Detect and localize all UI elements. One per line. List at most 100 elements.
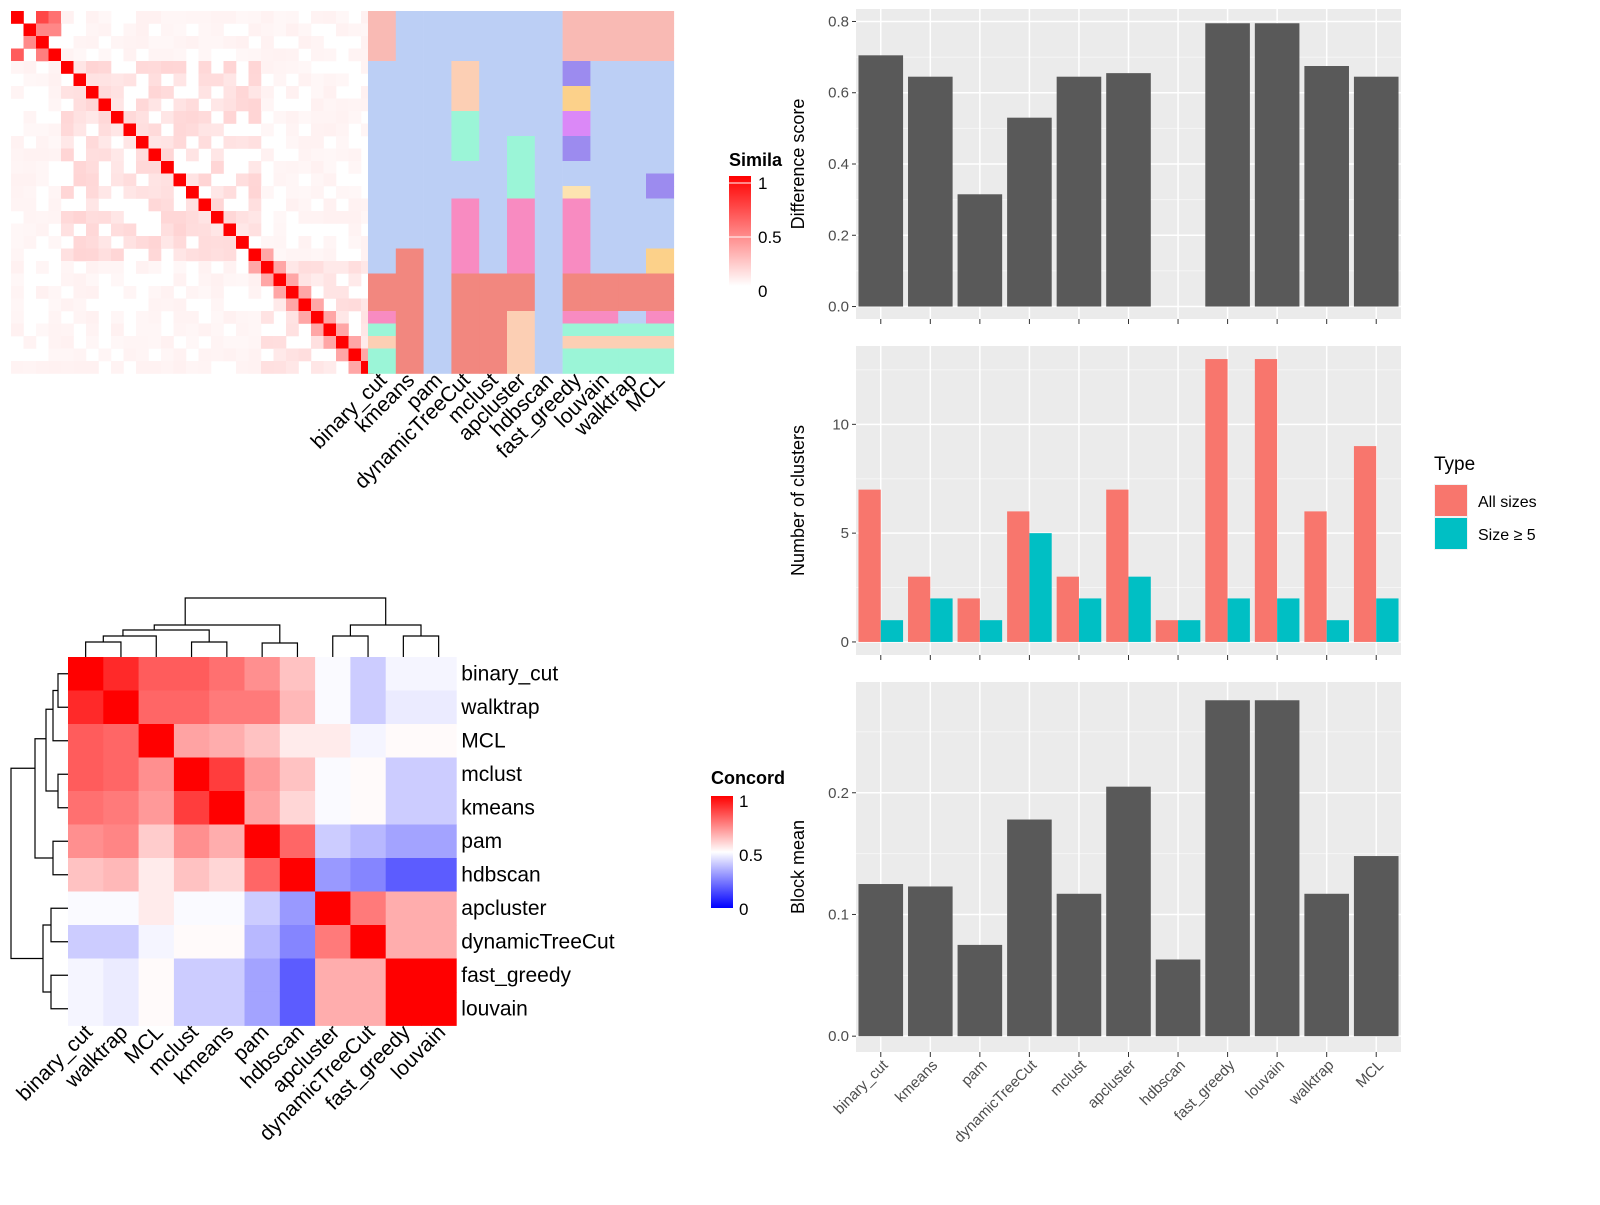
- similarity-cell: [73, 111, 87, 124]
- similarity-cell: [348, 198, 362, 212]
- similarity-heatmap: binary_cutkmeanspamdynamicTreeCutmclusta…: [11, 11, 783, 493]
- concordance-cell: [138, 824, 175, 859]
- similarity-cell: [211, 323, 224, 337]
- concordance-cell: [68, 891, 104, 926]
- assignment-cell: [562, 123, 591, 137]
- block-mean-bar: [1155, 959, 1201, 1037]
- assignment-cell: [534, 148, 563, 162]
- similarity-cell: [98, 48, 112, 62]
- assignment-cell: [590, 248, 619, 262]
- similarity-cell: [48, 86, 62, 99]
- assignment-cell: [507, 98, 536, 112]
- concordance-cell: [173, 958, 210, 993]
- legend-title: Type: [1434, 454, 1475, 475]
- similarity-cell: [123, 236, 137, 249]
- assignment-cell: [395, 48, 424, 62]
- similarity-cell: [286, 48, 299, 62]
- assignment-cell: [479, 336, 508, 349]
- similarity-cell: [98, 98, 112, 112]
- concordance-cell: [421, 857, 457, 892]
- similarity-cell: [98, 211, 112, 224]
- assignment-cell: [368, 348, 397, 362]
- concordance-cell: [315, 690, 351, 725]
- similarity-cell: [161, 236, 174, 249]
- similarity-cell: [211, 123, 224, 137]
- cluster-count-bar: [858, 489, 881, 642]
- similarity-cell: [236, 236, 249, 249]
- assignment-cell: [590, 123, 619, 137]
- assignment-cell: [423, 336, 452, 349]
- similarity-cell: [286, 348, 299, 362]
- assignment-cell: [534, 273, 563, 287]
- assignment-cell: [507, 348, 536, 362]
- similarity-cell: [236, 36, 249, 49]
- similarity-cell: [148, 323, 162, 337]
- similarity-cell: [261, 23, 274, 37]
- similarity-cell: [286, 286, 299, 299]
- similarity-cell: [73, 98, 87, 112]
- concordance-cell: [68, 924, 104, 959]
- similarity-cell: [348, 148, 362, 162]
- assignment-cell: [451, 136, 480, 149]
- similarity-cell: [236, 173, 249, 187]
- concordance-cell: [68, 824, 104, 859]
- similarity-cell: [311, 86, 324, 99]
- assignment-cell: [618, 111, 647, 124]
- cluster-count-bar: [979, 620, 1003, 642]
- similarity-cell: [11, 173, 24, 187]
- similarity-cell: [223, 261, 237, 274]
- similarity-cell: [48, 23, 62, 37]
- assignment-cell: [368, 23, 397, 37]
- concordance-cell: [173, 790, 210, 825]
- assignment-cell: [590, 273, 619, 287]
- assignment-cell: [646, 298, 675, 312]
- similarity-cell: [73, 61, 87, 74]
- assignment-cell: [451, 273, 480, 287]
- assignment-cell: [451, 123, 480, 137]
- assignment-cell: [562, 361, 591, 374]
- assignment-cell: [534, 98, 563, 112]
- similarity-cell: [261, 98, 274, 112]
- assignment-cell: [534, 361, 563, 374]
- conc-row-label: dynamicTreeCut: [461, 931, 614, 954]
- concordance-cell: [315, 723, 351, 758]
- assignment-cell: [646, 48, 675, 62]
- similarity-cell: [336, 123, 349, 137]
- cluster-count-bar: [1205, 359, 1228, 642]
- assignment-cell: [507, 161, 536, 174]
- similarity-cell: [311, 48, 324, 62]
- similarity-cell: [273, 348, 287, 362]
- similarity-cell: [111, 273, 124, 287]
- similarity-cell: [236, 336, 249, 349]
- assignment-cell: [395, 186, 424, 199]
- assignment-cell: [507, 286, 536, 299]
- similarity-cell: [73, 273, 87, 287]
- similarity-cell: [211, 73, 224, 87]
- similarity-cell: [323, 48, 337, 62]
- assignment-cell: [423, 236, 452, 249]
- assignment-cell: [590, 161, 619, 174]
- similarity-cell: [186, 336, 199, 349]
- assignment-cell: [618, 186, 647, 199]
- assignment-cell: [451, 173, 480, 187]
- assignment-cell: [423, 348, 452, 362]
- concordance-cell: [103, 790, 139, 825]
- concordance-cell: [279, 857, 316, 892]
- similarity-cell: [73, 361, 87, 374]
- similarity-cell: [48, 11, 62, 24]
- similarity-cell: [248, 173, 262, 187]
- similarity-cell: [211, 223, 224, 237]
- similarity-cell: [311, 248, 324, 262]
- assignment-cell: [395, 323, 424, 337]
- similarity-cell: [136, 236, 149, 249]
- similarity-cell: [98, 11, 112, 24]
- similarity-cell: [248, 98, 262, 112]
- assignment-cell: [590, 236, 619, 249]
- concordance-cell: [244, 657, 281, 691]
- block-mean-bar: [957, 944, 1003, 1037]
- assignment-cell: [534, 173, 563, 187]
- y-tick-label: 0.8: [828, 13, 849, 30]
- similarity-cell: [298, 248, 312, 262]
- assignment-cell: [507, 323, 536, 337]
- similarity-cell: [161, 136, 174, 149]
